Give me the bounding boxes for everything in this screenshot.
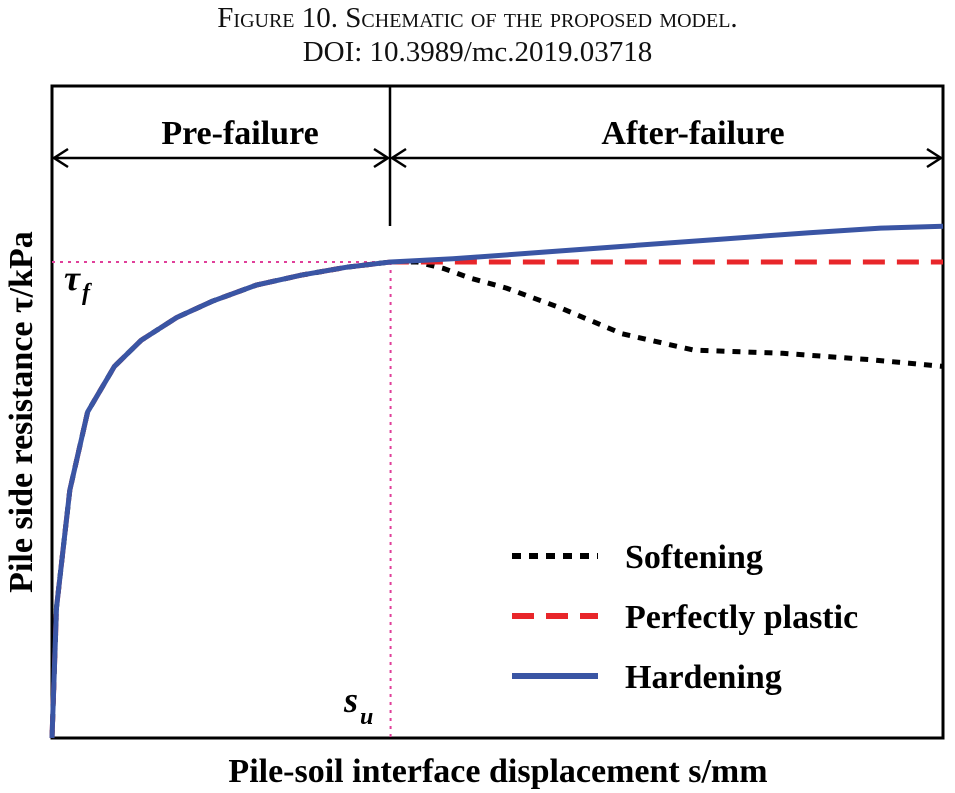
y-axis-label: Pile side resistance τ/kPa — [3, 231, 40, 593]
tau-f-subscript: f — [82, 280, 92, 306]
x-axis-label: Pile-soil interface displacement s/mm — [228, 753, 767, 790]
arrow-head-left — [51, 147, 69, 169]
figure-doi: DOI: 10.3989/mc.2019.03718 — [302, 36, 653, 68]
series-line-hardening — [49, 223, 944, 739]
s-u-label: su — [343, 680, 373, 730]
region-pre-failure: Pre-failure — [161, 115, 318, 152]
legend-label-perfectly-plastic: Perfectly plastic — [625, 599, 858, 636]
series-line-softening — [49, 259, 944, 739]
s-u-symbol: s — [343, 680, 358, 720]
arrow-head-mid-left — [389, 147, 407, 169]
region-after-failure: After-failure — [601, 115, 784, 152]
arrow-head-right — [926, 147, 944, 169]
legend-label-softening: Softening — [625, 539, 763, 576]
legend: Softening Perfectly plastic Hardening — [512, 539, 858, 696]
legend-label-hardening: Hardening — [625, 659, 782, 696]
series-layer — [49, 223, 944, 739]
plot-frame — [50, 84, 945, 740]
tau-f-symbol: τ — [64, 258, 81, 298]
figure-caption: Figure 10. Schematic of the proposed mod… — [217, 2, 738, 34]
arrow-head-mid-right — [373, 147, 391, 169]
series-line-perfectly-plastic — [49, 259, 943, 739]
s-u-subscript: u — [360, 704, 373, 730]
tau-f-label: τf — [64, 258, 92, 306]
